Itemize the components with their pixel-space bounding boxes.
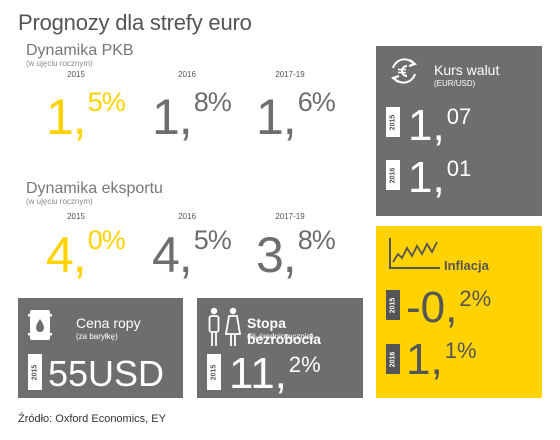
fx-title: Kurs walut (434, 62, 500, 78)
gdp-section-subtitle: (w ujęciu rocznym) (26, 59, 93, 68)
gdp-section-title: Dynamika PKB (26, 42, 134, 59)
page-title: Prognozy dla strefy euro (18, 10, 252, 35)
fx-year-2015: 2015 (386, 107, 400, 137)
oil-title: Cena ropy (76, 315, 141, 331)
oil-panel: Cena ropy (za baryłkę) 2015 55USD (18, 298, 183, 398)
unemployment-year: 2015 (207, 354, 221, 390)
gdp-value-2016: 1,8% (152, 87, 232, 145)
fx-subtitle: (EUR/USD) (434, 79, 476, 88)
export-year-3: 2017-19 (275, 212, 305, 221)
oil-subtitle: (za baryłkę) (76, 332, 118, 341)
gdp-value-2017-19: 1,6% (256, 87, 336, 145)
export-value-2016: 4,5% (152, 225, 232, 283)
inflation-year-2015: 2015 (386, 290, 400, 320)
unemployment-value: 11,2% (229, 349, 321, 398)
gdp-year-2: 2016 (178, 70, 196, 79)
fx-value-2015: 1,07 (408, 101, 472, 150)
inflation-value-2016: 1,1% (406, 335, 477, 384)
fx-panel: Kurs walut (EUR/USD) 2015 1,07 2016 1,01 (376, 46, 542, 216)
oil-barrel-icon (28, 308, 52, 342)
export-value-2015: 4,0% (46, 225, 126, 283)
gdp-year-1: 2015 (67, 70, 85, 79)
export-value-2017-19: 3,8% (256, 225, 336, 283)
source-note: Źródło: Oxford Economics, EY (18, 413, 166, 425)
line-chart-icon (388, 236, 442, 270)
export-section-subtitle: (w ujęciu rocznym) (26, 197, 93, 206)
people-icon (204, 306, 244, 350)
euro-exchange-icon (388, 56, 420, 86)
fx-year-2016: 2016 (386, 160, 400, 190)
export-year-1: 2015 (67, 212, 85, 221)
unemployment-subtitle: (% średniorocznie) (247, 332, 314, 341)
inflation-title: Inflacja (444, 258, 489, 273)
inflation-value-2015: -0,2% (406, 283, 492, 332)
inflation-year-2016: 2016 (386, 344, 400, 374)
gdp-year-3: 2017-19 (275, 70, 305, 79)
unemployment-title: Stopa bezrobocia (247, 315, 321, 347)
unemployment-panel: Stopa bezrobocia (% średniorocznie) 2015… (197, 298, 363, 398)
export-year-2: 2016 (178, 212, 196, 221)
export-section-title: Dynamika eksportu (26, 180, 163, 197)
inflation-panel: Inflacja 2015 -0,2% 2016 1,1% (376, 226, 542, 398)
fx-value-2016: 1,01 (408, 153, 472, 202)
gdp-value-2015: 1,5% (46, 87, 126, 145)
oil-value: 55USD (48, 353, 165, 394)
oil-year: 2015 (28, 354, 42, 390)
